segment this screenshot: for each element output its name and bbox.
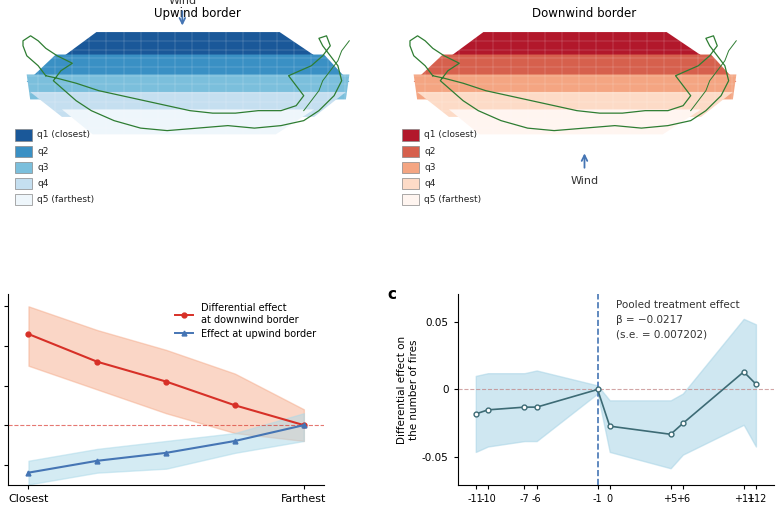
Text: q1 (closest): q1 (closest) (37, 130, 90, 140)
FancyBboxPatch shape (16, 145, 33, 157)
Polygon shape (62, 109, 314, 134)
Text: q4: q4 (424, 179, 436, 188)
FancyBboxPatch shape (403, 162, 419, 173)
Text: q2: q2 (424, 147, 436, 156)
Text: Wind: Wind (570, 176, 598, 185)
Polygon shape (414, 75, 737, 100)
Polygon shape (443, 32, 711, 62)
Polygon shape (414, 55, 737, 82)
FancyBboxPatch shape (403, 178, 419, 189)
FancyBboxPatch shape (403, 194, 419, 205)
Text: q4: q4 (37, 179, 48, 188)
Text: Wind: Wind (168, 0, 196, 6)
Text: q1 (closest): q1 (closest) (424, 130, 477, 140)
FancyBboxPatch shape (16, 162, 33, 173)
Polygon shape (56, 32, 324, 62)
Polygon shape (27, 75, 350, 100)
FancyBboxPatch shape (16, 194, 33, 205)
Text: q2: q2 (37, 147, 48, 156)
FancyBboxPatch shape (16, 178, 33, 189)
FancyBboxPatch shape (16, 129, 33, 141)
Text: q5 (farthest): q5 (farthest) (37, 195, 94, 204)
Polygon shape (27, 55, 350, 82)
Title: Downwind border: Downwind border (533, 7, 637, 20)
Polygon shape (417, 92, 733, 117)
Polygon shape (449, 109, 701, 134)
Text: Pooled treatment effect
β = −0.0217
(s.e. = 0.007202): Pooled treatment effect β = −0.0217 (s.e… (616, 300, 740, 340)
Y-axis label: Differential effect on
the number of fires: Differential effect on the number of fir… (397, 336, 419, 443)
FancyBboxPatch shape (403, 129, 419, 141)
Polygon shape (30, 92, 346, 117)
Title: Upwind border: Upwind border (154, 7, 241, 20)
Text: q3: q3 (37, 163, 48, 172)
Text: q3: q3 (424, 163, 436, 172)
Text: c: c (388, 287, 396, 302)
Legend: Differential effect
at downwind border, Effect at upwind border: Differential effect at downwind border, … (171, 300, 320, 343)
Text: q5 (farthest): q5 (farthest) (424, 195, 481, 204)
FancyBboxPatch shape (403, 145, 419, 157)
